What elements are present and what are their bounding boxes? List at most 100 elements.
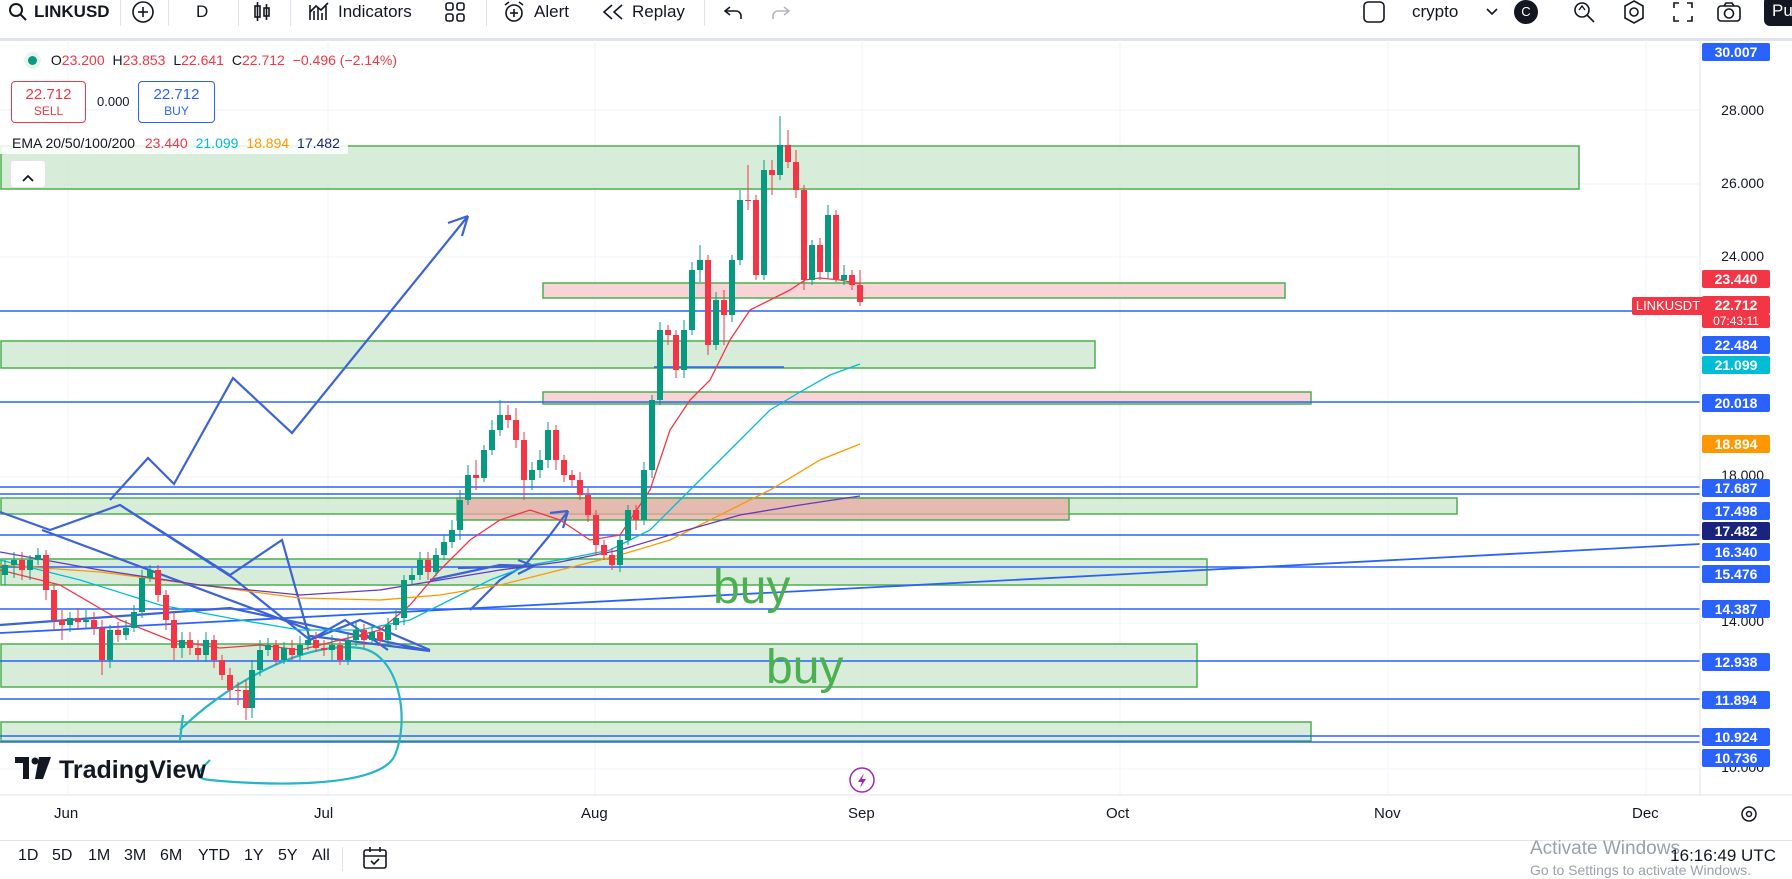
range-button[interactable]: 6M (160, 847, 183, 864)
range-button[interactable]: 1D (18, 847, 39, 864)
sell-label: SELL (33, 104, 64, 118)
snapshot-button[interactable] (1716, 0, 1742, 24)
low-value: 22.641 (181, 52, 224, 68)
event-flash-icon (849, 767, 875, 793)
range-button[interactable]: 3M (124, 847, 147, 864)
buy-price: 22.712 (153, 86, 200, 103)
avatar-letter: C (1514, 0, 1538, 24)
replay-button[interactable]: Replay (602, 0, 685, 24)
ema-label: EMA 20/50/100/200 (12, 135, 135, 151)
alert-button[interactable]: Alert (502, 0, 569, 24)
ema50-line (0, 363, 861, 631)
utc-clock[interactable]: 16:16:49 UTC (1670, 846, 1776, 865)
legend-dot[interactable] (28, 56, 37, 65)
ema200-line (0, 495, 861, 596)
candle-body (273, 645, 279, 660)
red-zone-upper (542, 282, 1286, 299)
interval-button[interactable]: D (196, 2, 209, 21)
range-button[interactable]: 5D (52, 847, 73, 864)
sell-button[interactable]: 22.712 SELL (11, 81, 86, 123)
candle-body (163, 595, 169, 620)
ema-legend[interactable]: EMA 20/50/100/200 23.440 21.099 18.894 1… (0, 132, 348, 154)
sep-bottom (342, 847, 343, 871)
y-tick-label: 28.000 (1721, 102, 1764, 118)
low-label: L (173, 52, 182, 68)
range-button[interactable]: YTD (198, 847, 230, 864)
candle-body (203, 640, 209, 655)
candle-body (513, 420, 519, 440)
collapse-legend-button[interactable] (10, 160, 46, 188)
x-tick-label: Jun (54, 805, 79, 822)
candle-body (633, 510, 639, 520)
candle-body (433, 555, 439, 572)
layout-name: crypto (1412, 2, 1459, 21)
buy-button[interactable]: 22.712 BUY (138, 81, 215, 123)
candle-body (481, 450, 487, 478)
alarm-clock-icon (502, 0, 526, 24)
candle-body (313, 640, 319, 648)
candle-body (51, 590, 57, 620)
settings-button[interactable] (1622, 0, 1646, 24)
close-label: C (231, 52, 242, 68)
candle-body (353, 630, 359, 640)
layout-name-button[interactable]: crypto (1412, 0, 1498, 24)
candle-body (187, 640, 193, 648)
templates-button[interactable] (444, 0, 466, 24)
candle-body (147, 570, 153, 578)
ema50-value: 21.099 (195, 135, 239, 151)
date-range-button[interactable] (362, 846, 388, 875)
candle-body (569, 475, 575, 480)
candle-body (417, 560, 423, 575)
candle-body (817, 245, 823, 272)
undo-button[interactable] (722, 0, 744, 24)
candle-body (329, 645, 335, 650)
range-button[interactable]: 5Y (278, 847, 298, 864)
candle-body (825, 215, 831, 272)
tv-logo-icon (15, 757, 53, 784)
candle-body (305, 640, 311, 645)
indicators-button[interactable]: Indicators (308, 0, 412, 24)
symbol-search[interactable]: LINKUSD (8, 0, 110, 24)
chart-type-button[interactable] (252, 0, 272, 24)
candle-body (537, 460, 543, 470)
price-label: 18.894 (1702, 435, 1770, 453)
publish-button[interactable]: Pu (1764, 0, 1792, 26)
x-tick-label: Dec (1632, 805, 1659, 822)
candle-body (123, 628, 129, 635)
range-button[interactable]: 1M (88, 847, 111, 864)
candle-body (369, 632, 375, 640)
candle-body (609, 555, 615, 565)
candle-body (641, 470, 647, 520)
candle-body (425, 560, 431, 572)
range-button[interactable]: 1Y (244, 847, 264, 864)
y-tick-label: 26.000 (1721, 175, 1764, 191)
square-icon (1362, 0, 1386, 24)
ema100-value: 18.894 (246, 135, 290, 151)
candle-body (441, 542, 447, 555)
bottom-toolbar: 1D 5D 1M 3M 6M YTD 1Y 5Y All (0, 840, 1792, 879)
candle-body (171, 620, 177, 648)
candle-body (793, 162, 799, 190)
candle-body (235, 690, 241, 691)
horizontal-levels (0, 310, 1700, 743)
quick-search-button[interactable] (1572, 0, 1596, 24)
fullscreen-button[interactable] (1672, 0, 1694, 24)
candle-body (449, 530, 455, 542)
candle-body (593, 515, 599, 545)
range-button[interactable]: All (312, 847, 330, 864)
gear-icon (1622, 0, 1646, 24)
candle-body (553, 430, 559, 460)
compare-button[interactable] (131, 0, 155, 24)
buy-annotation-1: buy (713, 561, 791, 614)
redo-button[interactable] (770, 0, 792, 24)
close-value: 22.712 (241, 52, 285, 68)
change-value: −0.496 (−2.14%) (292, 52, 397, 68)
candle-body (83, 620, 89, 622)
layout-toggle[interactable] (1362, 0, 1386, 24)
candle-body (649, 400, 655, 470)
candle-body (745, 200, 751, 201)
avatar[interactable]: C (1514, 0, 1538, 24)
open-label: O (50, 52, 62, 68)
candle-body (497, 415, 503, 430)
